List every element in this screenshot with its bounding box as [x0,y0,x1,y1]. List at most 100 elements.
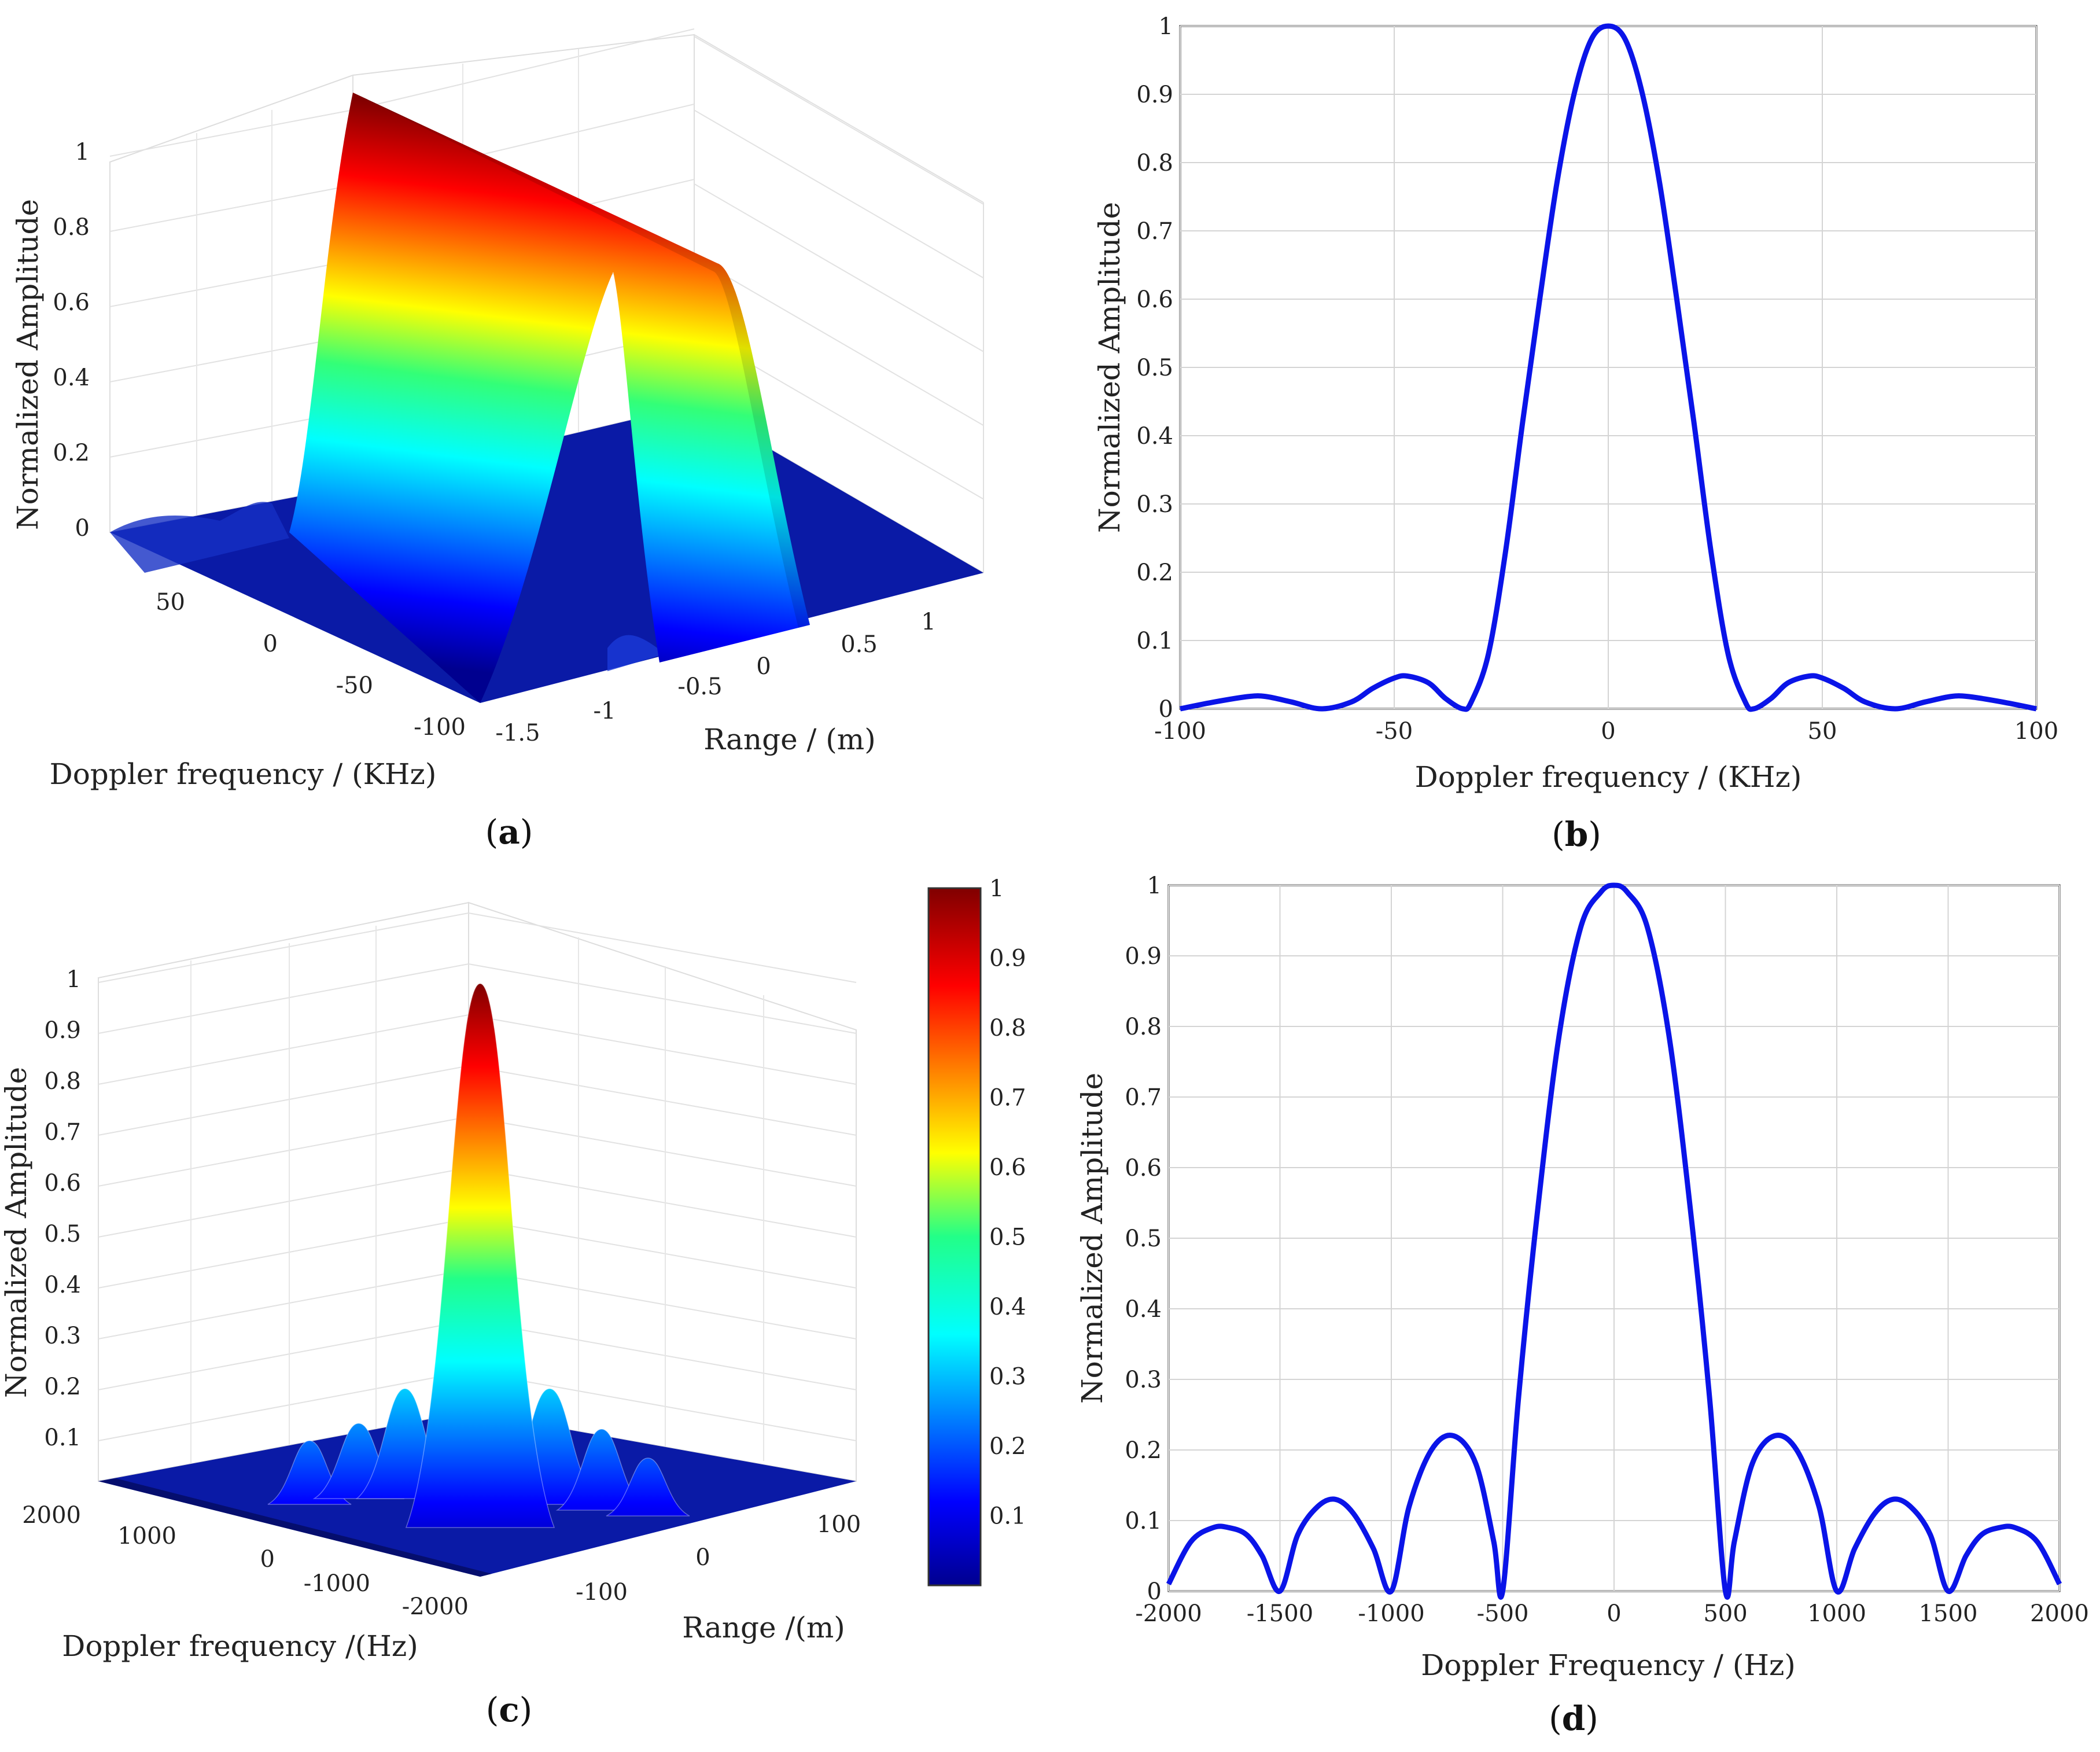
panel-b-ytick-2: 0.2 [1136,560,1173,586]
panel-b-xtick-3: 50 [1808,718,1837,745]
panel-a-rtick-1: -1 [594,698,616,724]
panel-c-rightwall-gridline-3 [468,1218,857,1289]
panel-c-ztick-4: 0.5 [44,1221,81,1247]
panel-b-xtick-4: 100 [2014,718,2058,745]
panel-a-range-ticks: -1.5 -1 -0.5 0 0.5 1 [495,609,935,746]
panel-c-floor-edge [98,1478,492,1577]
panel-c-leftwall-gridline-6 [98,1065,469,1136]
panel-b-ytick-1: 0.1 [1136,628,1173,654]
panel-c-back-wall-left [98,901,469,1482]
panel-c-rightwall-gridline-2 [468,1269,857,1339]
panel-c-rightwall-gridline-7 [468,1014,857,1085]
panel-d-ytick-3: 0.3 [1125,1367,1162,1393]
panel-b-letter: b [1565,815,1589,854]
panel-d-ytick-8: 0.8 [1125,1014,1162,1040]
panel-c-rtick-1: 0 [695,1544,710,1571]
panel-b-xticks: -100 -50 0 50 100 [1154,718,2058,745]
panel-c-dtick-4: -2000 [402,1593,469,1620]
panel-b-ytick-4: 0.4 [1136,423,1173,450]
panel-d-ytick-9: 0.9 [1125,943,1162,970]
panel-c-xlabel: Range /(m) [682,1611,845,1644]
panel-c-label: (c) [486,1690,533,1729]
panel-d-ytick-10: 1 [1147,873,1162,899]
panel-d-ytick-5: 0.5 [1125,1225,1162,1252]
panel-c-cbtick-3: 0.4 [989,1294,1026,1320]
panel-c-cbtick-2: 0.3 [989,1364,1026,1390]
panel-a-rtick-0: -1.5 [495,720,540,746]
panel-b-xlabel: Doppler frequency / (KHz) [1415,760,1802,794]
panel-b-xtick-1: -50 [1376,718,1413,745]
panel-c-ztick-9: 1 [67,966,81,993]
panel-d-xtick-3: -500 [1477,1600,1529,1627]
panel-d-xtick-1: -1500 [1247,1600,1313,1627]
panel-c-grid [98,912,857,1464]
panel-a-wall-gridline-2 [109,335,353,382]
panel-a-dtick-2: -50 [336,672,373,699]
panel-c-leftwall-gridline-0 [98,1371,469,1441]
panel-d-xlabel: Doppler Frequency / (Hz) [1421,1648,1796,1682]
panel-a-rtick-2: -0.5 [677,673,722,700]
panel-c-letter: c [499,1690,519,1729]
panel-a-rtick-3: 0 [756,653,771,680]
panel-b-ytick-5: 0.5 [1136,355,1173,381]
panel-a-letter: a [498,812,520,852]
panel-d-ytick-2: 0.2 [1125,1437,1162,1464]
panel-b-ytick-9: 0.9 [1136,82,1173,108]
panel-a-ztick-2: 0.4 [53,365,90,391]
panel-b-line-chart: -100 -50 0 50 100 00.10.20.30.40.50.60.70.80… [1093,13,2058,854]
panel-c-peak-5 [606,1457,690,1517]
panel-d-xtick-6: 1000 [1807,1600,1866,1627]
panel-c-zlabel: Normalized Amplitude [0,1067,33,1398]
panel-d-ytick-1: 0.1 [1125,1508,1162,1534]
panel-d-ytick-0: 0 [1147,1578,1162,1605]
panel-a-ztick-4: 0.8 [53,214,90,241]
panel-d-line-chart: -2000 -1500 -1000 -500 0 500 1000 1500 2000 0 0.1… [1075,873,2089,1738]
panel-d-ytick-7: 0.7 [1125,1084,1162,1111]
panel-c-ztick-3: 0.4 [44,1272,81,1298]
panel-d-ylabel: Normalized Amplitude [1075,1073,1109,1404]
panel-a-surface: 0 0.2 0.4 0.6 0.8 1 50 0 -50 -100 -1.5 -… [11,28,984,852]
panel-c-cbtick-0: 0.1 [989,1503,1026,1530]
panel-b-ytick-10: 1 [1159,13,1173,40]
panel-c-colorbar-ticks: 0.1 0.2 0.3 0.4 0.5 0.6 0.7 0.8 0.9 1 [989,875,1026,1530]
panel-a-ridge [289,93,810,703]
panel-c-doppler-ticks: 2000 1000 0 -1000 -2000 [22,1502,469,1620]
panel-a-zlabel: Normalized Amplitude [11,199,45,530]
panel-a-ztick-3: 0.6 [53,289,90,316]
panel-a-wall-gridline-5 [109,109,353,157]
panel-c-ztick-6: 0.7 [44,1119,81,1146]
panel-c-rtick-0: -100 [576,1579,628,1606]
panel-c-peaks [267,983,690,1528]
panel-d-yticks: 0 0.1 0.2 0.3 0.4 0.5 0.6 0.7 0.8 0.9 1 [1125,873,1162,1605]
panel-a-doppler-ticks: 50 0 -50 -100 [156,589,466,741]
panel-c-ztick-1: 0.2 [44,1374,81,1400]
panel-c-surface: 0.1 0.2 0.3 0.4 0.5 0.6 0.7 0.8 0.9 1 20… [0,875,1026,1729]
panel-a-dtick-3: -100 [414,714,466,741]
panel-c-dtick-1: 1000 [117,1523,176,1549]
panel-b-ylabel: Normalized Amplitude [1093,202,1126,533]
panel-a-label: (a) [485,812,533,852]
panel-d-xtick-7: 1500 [1919,1600,1978,1627]
panel-d-xtick-5: 500 [1703,1600,1747,1627]
panel-a-rtick-5: 1 [921,609,935,635]
panel-a-backwall-gridline-5 [352,28,695,111]
panel-c-dtick-0: 2000 [22,1502,81,1529]
panel-c-cbtick-4: 0.5 [989,1224,1026,1251]
panel-c-rightwall-gridline-0 [468,1371,857,1441]
panel-c-peak-6 [405,983,555,1528]
panel-a-dtick-1: 0 [263,631,278,657]
panel-c-leftwall-gridline-1 [98,1320,469,1390]
panel-c-leftwall-gridline-5 [98,1116,469,1187]
panel-c-z-ticks: 0.1 0.2 0.3 0.4 0.5 0.6 0.7 0.8 0.9 1 [44,966,81,1451]
panel-c-range-ticks: -100 0 100 [576,1511,861,1606]
panel-c-colorbar [927,887,982,1587]
panel-c-leftwall-gridline-7 [98,1014,469,1085]
panel-a-ztick-5: 1 [75,139,90,165]
panel-c-rightwall-gridline-9 [468,912,857,983]
panel-c-leftwall-gridline-4 [98,1167,469,1238]
panel-c-rightwall-gridline-8 [468,963,857,1034]
panel-b-label: (b) [1552,815,1601,854]
panel-a-sidelobe-left [110,502,289,573]
panel-c-cbtick-1: 0.2 [989,1433,1026,1460]
